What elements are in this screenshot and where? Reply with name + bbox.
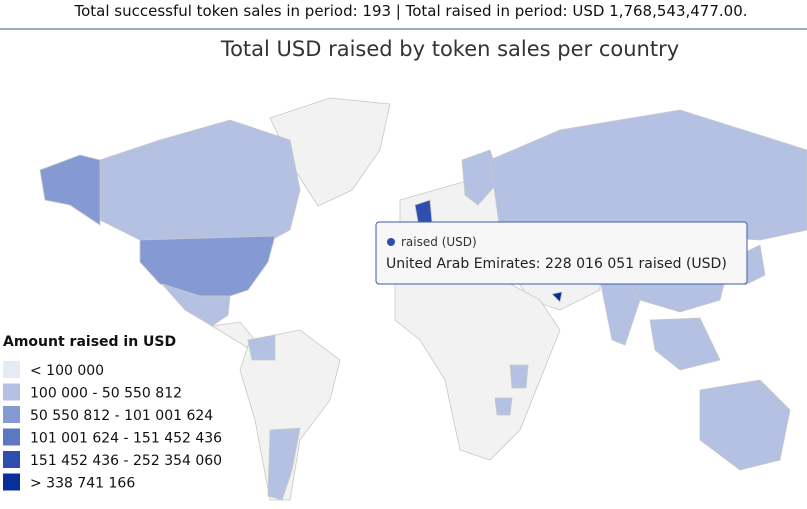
south-america: [239, 329, 341, 501]
canada: [99, 119, 301, 247]
tooltip-box: [375, 221, 748, 285]
uae: [551, 291, 563, 303]
tooltip-marker: [387, 238, 395, 246]
legend-label: 50 550 812 - 101 001 624: [30, 408, 213, 424]
legend-swatch: [3, 383, 20, 401]
argentina: [267, 427, 301, 501]
legend-label: 151 452 436 - 252 354 060: [30, 453, 222, 469]
legend: Amount raised in USD < 100 000 100 000 - …: [3, 334, 222, 492]
australia: [699, 379, 791, 471]
legend-swatch: [3, 428, 20, 446]
legend-swatch: [3, 451, 20, 468]
legend-swatch: [3, 473, 20, 491]
russia: [489, 109, 807, 241]
southeast-asia: [649, 317, 721, 371]
legend-label: > 338 741 166: [30, 476, 135, 492]
legend-label: 101 001 624 - 151 452 436: [30, 431, 222, 447]
tooltip: raised (USD) United Arab Emirates: 228 0…: [375, 221, 748, 285]
tooltip-series: raised (USD): [401, 235, 477, 249]
alaska: [39, 154, 101, 226]
legend-swatch: [3, 406, 20, 423]
usa: [139, 235, 276, 297]
legend-swatch: [3, 361, 20, 378]
legend-label: < 100 000: [30, 363, 104, 379]
legend-label: 100 000 - 50 550 812: [30, 386, 182, 402]
header: Total successful token sales in period: …: [73, 2, 747, 20]
tanzania: [509, 364, 529, 389]
africa: [394, 261, 561, 461]
greenland: [269, 97, 391, 207]
countries: [39, 97, 807, 501]
mexico: [160, 283, 231, 327]
tooltip-text: United Arab Emirates: 228 016 051 raised…: [386, 256, 727, 272]
zimbabwe: [494, 397, 513, 416]
colombia: [247, 334, 276, 361]
legend-title: Amount raised in USD: [3, 334, 176, 350]
map-title: Total USD raised by token sales per coun…: [220, 37, 679, 61]
